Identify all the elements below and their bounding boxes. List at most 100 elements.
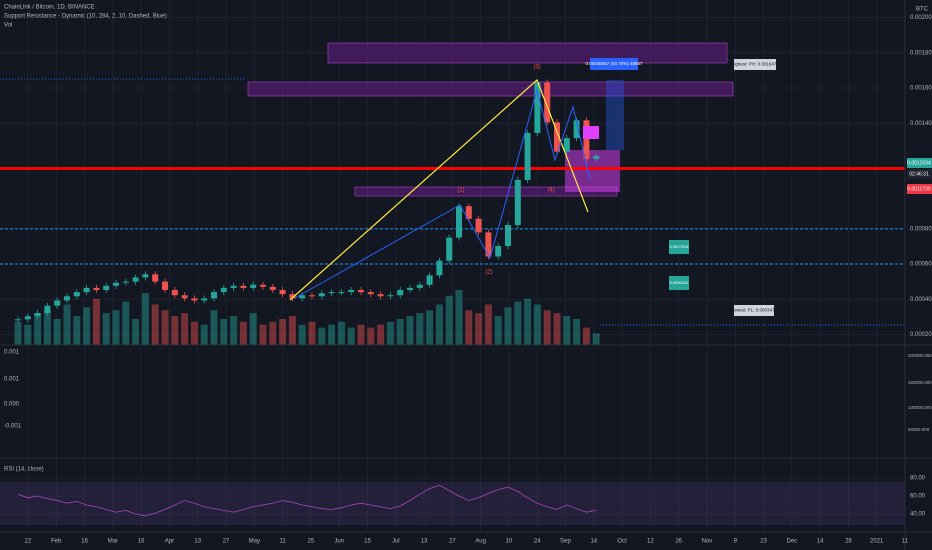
candle bbox=[318, 293, 325, 297]
candle bbox=[593, 155, 600, 160]
y-tick-label: 0.0018000 bbox=[910, 50, 932, 56]
candle bbox=[495, 246, 502, 257]
candle bbox=[152, 274, 159, 282]
candle bbox=[44, 305, 51, 314]
measure-label-box bbox=[590, 58, 638, 70]
price-badge-text: 0.0012034 bbox=[907, 160, 931, 166]
y-tick-label: 0.0008000 bbox=[910, 226, 932, 232]
marker bbox=[583, 126, 599, 139]
candle bbox=[171, 290, 178, 296]
countdown-badge bbox=[907, 169, 932, 179]
volume-bar bbox=[73, 316, 81, 345]
candle bbox=[260, 284, 266, 287]
volume-bar bbox=[171, 316, 179, 345]
candle bbox=[514, 179, 521, 226]
candle bbox=[554, 122, 560, 152]
volume-bar bbox=[396, 318, 404, 345]
y-tick-label: 0.0014000 bbox=[910, 121, 932, 127]
volume-bar bbox=[83, 307, 91, 345]
time-label: Jun bbox=[334, 539, 344, 545]
time-label: 15 bbox=[364, 539, 371, 545]
candle bbox=[309, 295, 315, 297]
candle bbox=[289, 294, 296, 299]
time-label: 28 bbox=[845, 539, 852, 545]
time-label: Apr bbox=[165, 539, 174, 545]
osc-left-tick: -0.001 bbox=[4, 424, 22, 430]
time-label: 2021 bbox=[870, 539, 884, 545]
volume-bar bbox=[563, 316, 571, 345]
candle bbox=[436, 260, 443, 276]
highest-box bbox=[734, 59, 776, 70]
candle bbox=[544, 82, 551, 123]
candle bbox=[583, 120, 590, 160]
time-label: 23 bbox=[760, 539, 767, 545]
target-box bbox=[669, 276, 689, 290]
candle bbox=[230, 285, 237, 288]
candle bbox=[240, 285, 247, 288]
time-label: Jul bbox=[392, 539, 400, 545]
volume-bar bbox=[514, 301, 522, 345]
candle bbox=[122, 281, 129, 283]
volume-bar bbox=[220, 318, 228, 345]
rsi-tick-label: 40.00 bbox=[910, 512, 926, 518]
target-label: 0.0007818 bbox=[670, 244, 690, 249]
volume-bar bbox=[24, 324, 32, 345]
candle bbox=[64, 296, 70, 301]
candle bbox=[505, 225, 511, 247]
time-label: 16 bbox=[81, 539, 88, 545]
time-label: 11 bbox=[902, 539, 909, 545]
candle bbox=[534, 82, 541, 133]
candle bbox=[407, 287, 413, 291]
osc-left-tick: 0.001 bbox=[4, 350, 20, 356]
volume-bar bbox=[347, 327, 355, 345]
candle bbox=[367, 292, 374, 295]
target-label: 0.0006162 bbox=[670, 280, 690, 285]
candle bbox=[387, 295, 394, 297]
time-label: 25 bbox=[308, 539, 315, 545]
candle bbox=[475, 218, 482, 233]
candle bbox=[358, 290, 364, 293]
measure-label: 0.00048557 (40.75%) 48557 bbox=[585, 61, 643, 66]
volume-bar bbox=[288, 316, 296, 345]
volume-bar bbox=[102, 313, 110, 345]
time-label: 14 bbox=[590, 539, 597, 545]
volume-bar bbox=[367, 327, 375, 345]
lowest-label: Lowest: PL: 0.0003477 bbox=[731, 308, 778, 313]
rsi-tick-label: 80.00 bbox=[910, 476, 926, 482]
volume-bar bbox=[122, 301, 130, 345]
candle bbox=[250, 284, 257, 288]
candle bbox=[132, 277, 139, 282]
osc-left-tick: 0.001 bbox=[4, 377, 20, 383]
volume-bar bbox=[455, 290, 463, 345]
time-label: 16 bbox=[138, 539, 145, 545]
y-tick-label: 0.0020000 bbox=[910, 15, 932, 21]
volume-bar bbox=[230, 316, 238, 345]
candle bbox=[93, 287, 100, 291]
volume-bar bbox=[435, 304, 443, 345]
time-label: 26 bbox=[675, 539, 682, 545]
candle bbox=[426, 275, 433, 285]
volume-bar bbox=[494, 316, 502, 345]
trend-line bbox=[289, 78, 589, 301]
y-tick-label: 0.0002000 bbox=[910, 332, 932, 338]
symbol-title: ChainLink / Bitcoin, 1D, BINANCE bbox=[4, 5, 95, 11]
wave-label: (3) bbox=[533, 65, 540, 71]
time-label: 27 bbox=[449, 539, 456, 545]
osc-right-tick: 200000.000 bbox=[908, 353, 932, 358]
zone bbox=[565, 150, 620, 192]
candle bbox=[220, 287, 227, 293]
y-tick-label: 0.0004000 bbox=[910, 297, 932, 303]
volume-bar bbox=[269, 321, 277, 345]
volume-bar bbox=[328, 324, 336, 345]
candle bbox=[338, 292, 345, 294]
rsi-band bbox=[0, 482, 905, 525]
candle bbox=[573, 120, 580, 139]
osc-right-tick: 150000.000 bbox=[908, 380, 932, 385]
candle bbox=[113, 282, 119, 286]
volume-bar bbox=[14, 321, 22, 345]
candle bbox=[269, 286, 276, 291]
volume-bar bbox=[426, 310, 434, 345]
time-label: 22 bbox=[25, 539, 32, 545]
candle bbox=[328, 292, 335, 294]
